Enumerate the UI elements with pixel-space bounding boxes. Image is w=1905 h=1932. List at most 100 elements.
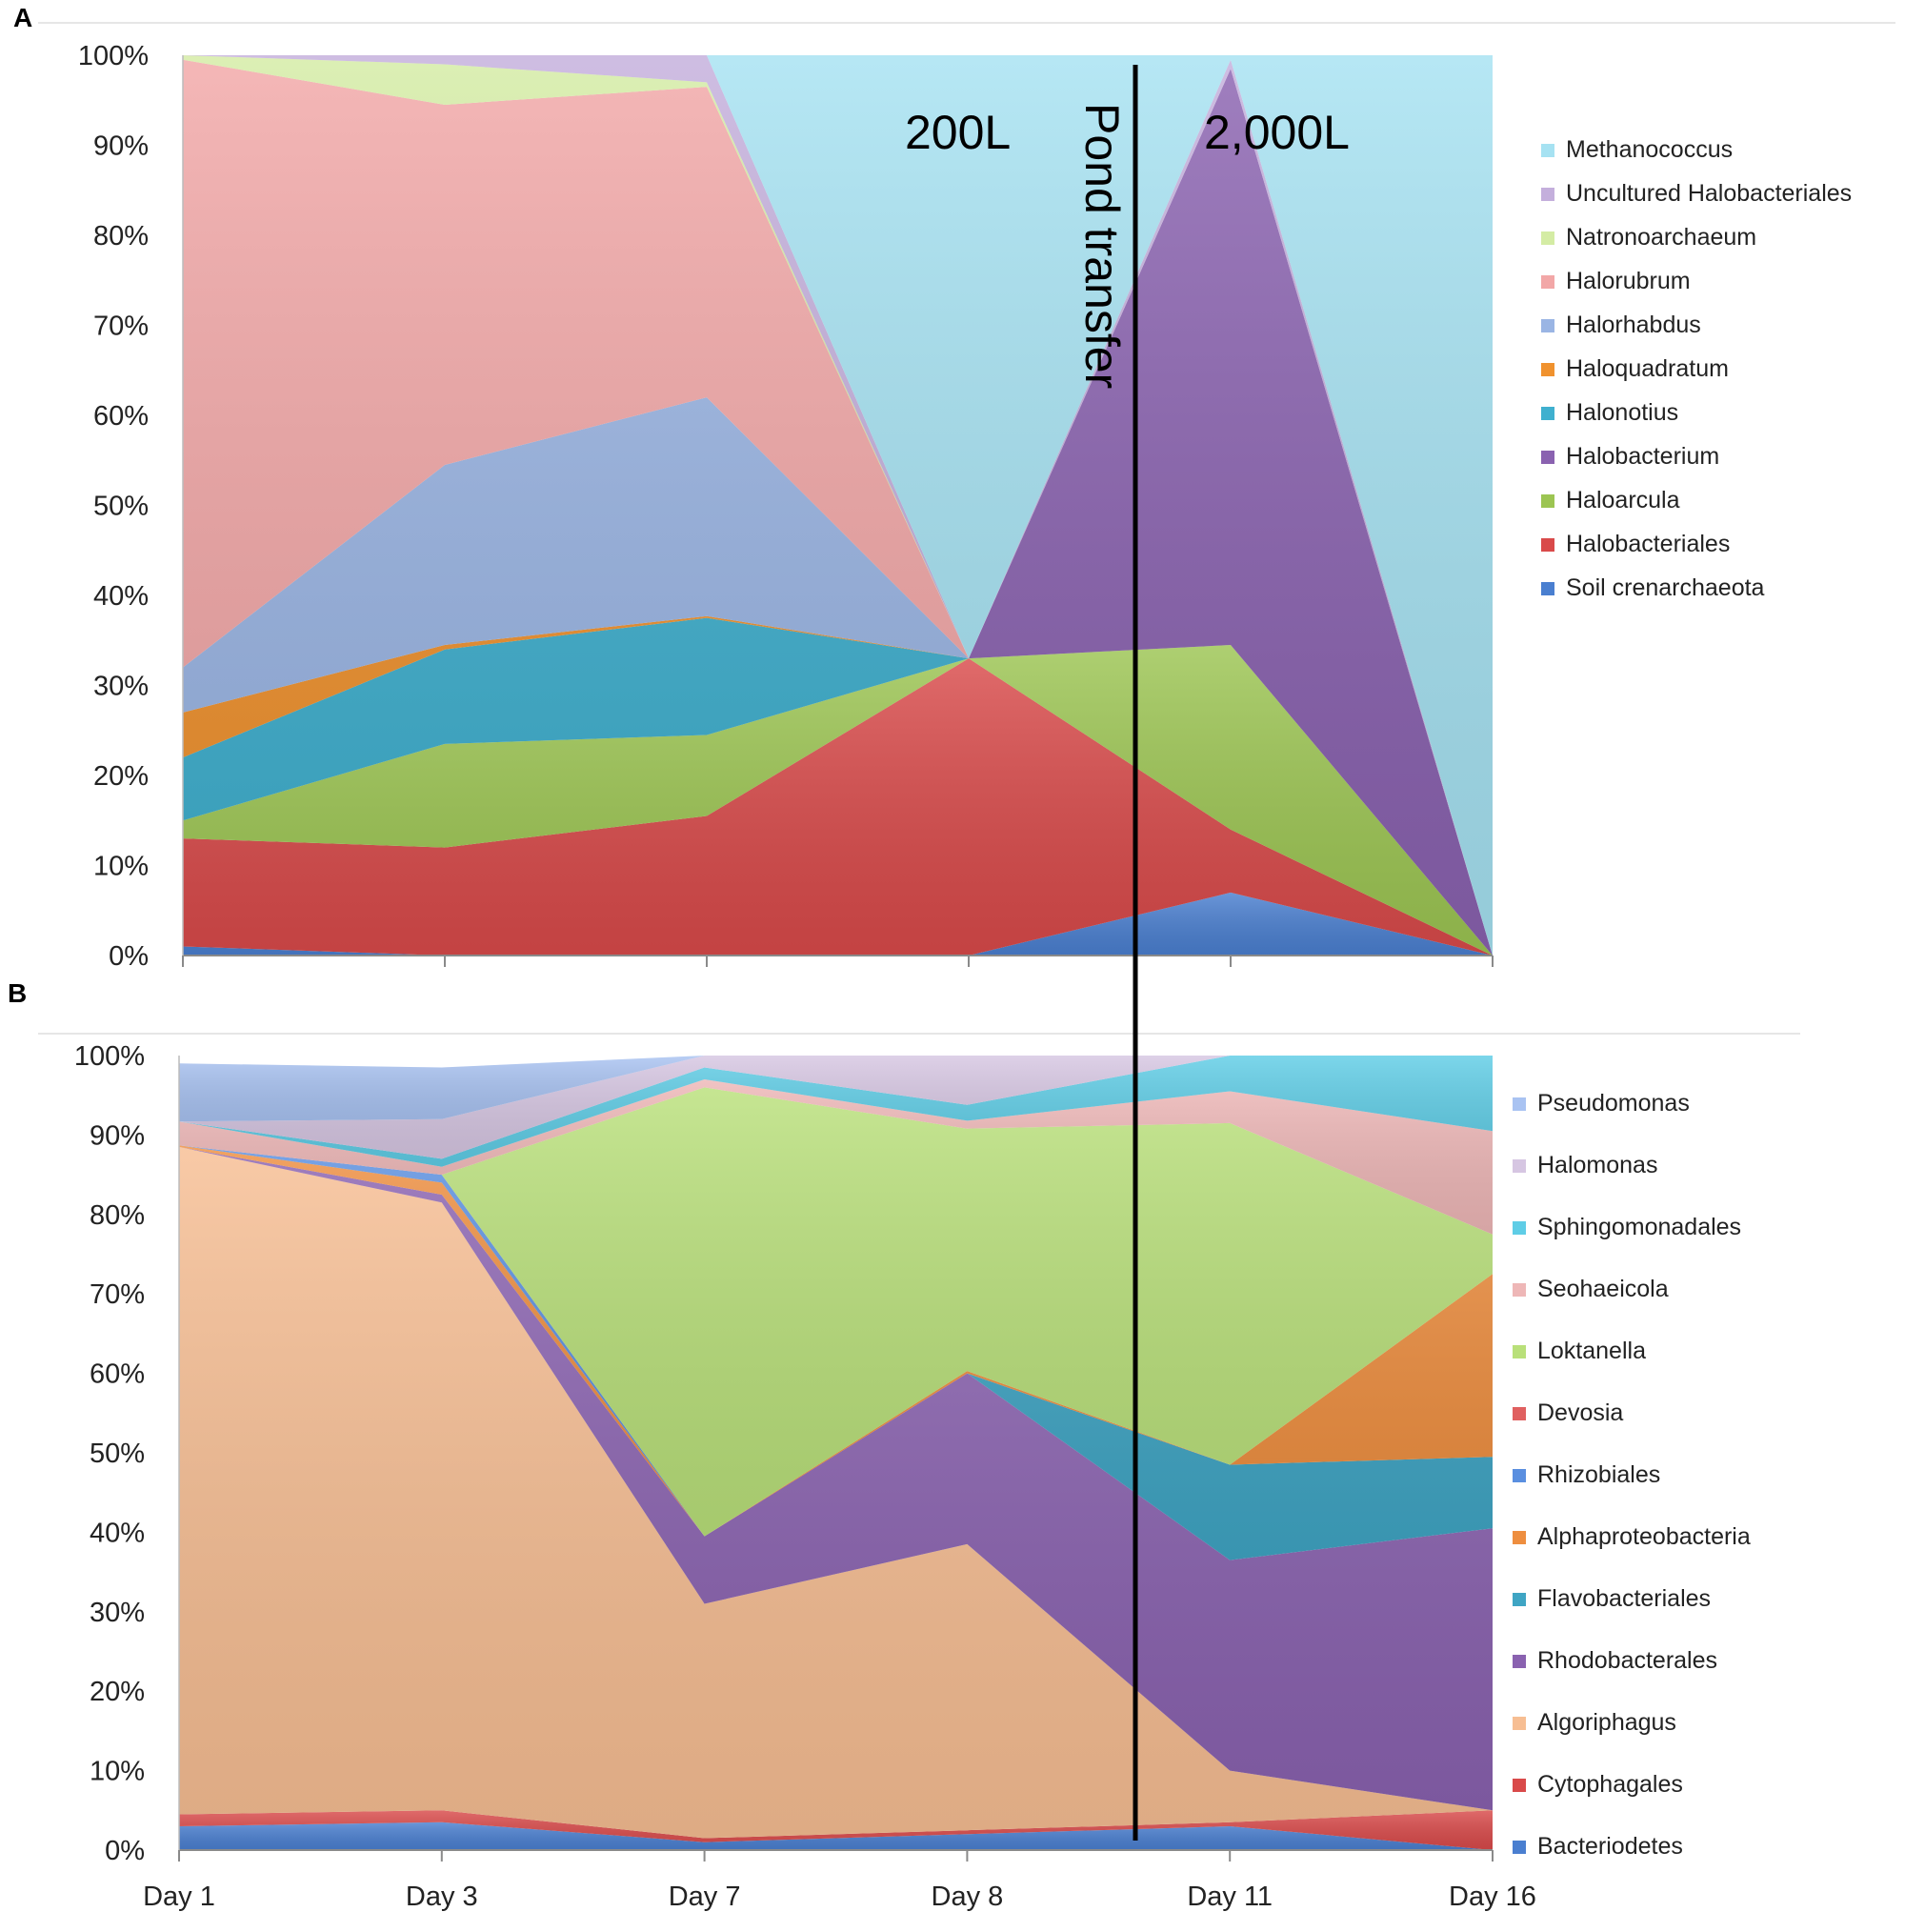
y-tick-label: 40% [90, 1518, 145, 1548]
area-shade-sphingomonadales [179, 1056, 1493, 1167]
panel-a-label: A [13, 3, 32, 32]
y-tick-label: 80% [93, 221, 149, 252]
legend-swatch-halobacteriales [1541, 538, 1554, 552]
legend-label-uncultured-halobacteriales: Uncultured Halobacteriales [1566, 180, 1852, 207]
x-tick-label: Day 11 [1187, 1882, 1273, 1912]
y-tick-label: 30% [90, 1598, 145, 1628]
area-shade-soil-crenarchaeota [183, 892, 1493, 956]
y-tick-label: 60% [90, 1359, 145, 1390]
annotation-pond-transfer: Pond transfer [1075, 103, 1129, 389]
legend-swatch-soil-crenarchaeota [1541, 582, 1554, 595]
y-tick-label: 100% [74, 1041, 145, 1072]
legend-swatch-flavobacteriales [1513, 1593, 1526, 1606]
legend-swatch-halorhabdus [1541, 319, 1554, 332]
legend-swatch-alphaproteobacteria [1513, 1531, 1526, 1544]
legend-swatch-methanococcus [1541, 144, 1554, 157]
panel-b: Day 1 Day 3 Day 7 Day 8 Day 11 Day 16 0% 10% 20%… [38, 1033, 1800, 1912]
legend-swatch-seohaeicola [1513, 1283, 1526, 1297]
legend-swatch-bacteriodetes [1513, 1841, 1526, 1854]
legend-label-natronoarchaeum: Natronoarchaeum [1566, 224, 1756, 251]
panel-b-label: B [8, 978, 27, 1008]
legend-label-algoriphagus: Algoriphagus [1537, 1709, 1676, 1736]
y-tick-label: 100% [78, 41, 149, 71]
legend-label-devosia: Devosia [1537, 1399, 1623, 1426]
area-shade-haloarcula [183, 645, 1493, 956]
y-tick-label: 20% [93, 761, 149, 792]
area-shade-halomonas [179, 1056, 1493, 1159]
area-shade-algoriphagus [179, 1146, 1493, 1839]
legend-label-halonotius: Halonotius [1566, 399, 1678, 426]
legend-label-pseudomonas: Pseudomonas [1537, 1090, 1690, 1117]
area-shade-halorubrum [183, 59, 1493, 956]
legend-swatch-halobacterium [1541, 451, 1554, 464]
legend-swatch-algoriphagus [1513, 1717, 1526, 1730]
panel-a: 0% 10% 20% 30% 40% 50% 60% 70% 80% 90% 100% Methano… [38, 22, 1895, 972]
y-tick-label: 70% [93, 312, 149, 342]
x-tick-label: Day 3 [406, 1882, 478, 1912]
legend-swatch-natronoarchaeum [1541, 231, 1554, 245]
legend-label-bacteriodetes: Bacteriodetes [1537, 1833, 1683, 1860]
legend-label-halobacteriales: Halobacteriales [1566, 531, 1730, 557]
y-tick-label: 80% [90, 1200, 145, 1231]
area-shade-bacteriodetes [179, 1821, 1493, 1850]
legend-label-rhodobacterales: Rhodobacterales [1537, 1647, 1717, 1674]
area-shade-halorhabdus [183, 69, 1493, 956]
y-tick-label: 50% [93, 492, 149, 522]
x-tick-label: Day 8 [932, 1882, 1004, 1912]
legend-label-soil-crenarchaeota: Soil crenarchaeota [1566, 574, 1765, 601]
area-shade-loktanella [179, 1087, 1493, 1537]
legend-label-alphaproteobacteria: Alphaproteobacteria [1537, 1523, 1751, 1550]
legend-label-flavobacteriales: Flavobacteriales [1537, 1585, 1711, 1612]
y-tick-label: 90% [93, 131, 149, 162]
legend-swatch-halorubrum [1541, 275, 1554, 289]
y-tick-label: 70% [90, 1279, 145, 1310]
y-tick-label: 60% [93, 401, 149, 432]
y-tick-label: 30% [93, 672, 149, 702]
legend-swatch-sphingomonadales [1513, 1221, 1526, 1235]
y-tick-label: 20% [90, 1677, 145, 1707]
area-shade-flavobacteriales [179, 1146, 1493, 1560]
area-shade-rhodobacterales [179, 1146, 1493, 1811]
legend-label-haloarcula: Haloarcula [1566, 487, 1680, 513]
legend-label-halorhabdus: Halorhabdus [1566, 312, 1701, 338]
legend-swatch-pseudomonas [1513, 1097, 1526, 1111]
area-shade-methanococcus [183, 55, 1493, 956]
x-tick-label: Day 16 [1449, 1882, 1536, 1912]
area-shade-seohaeicola [179, 1079, 1493, 1235]
legend-label-halomonas: Halomonas [1537, 1152, 1657, 1178]
legend-label-rhizobiales: Rhizobiales [1537, 1461, 1660, 1488]
legend-label-loktanella: Loktanella [1537, 1338, 1646, 1364]
legend-swatch-loktanella [1513, 1345, 1526, 1358]
legend-swatch-uncultured-halobacteriales [1541, 188, 1554, 201]
legend-swatch-devosia [1513, 1407, 1526, 1420]
legend-swatch-halomonas [1513, 1159, 1526, 1173]
annotation-200l: 200L [905, 106, 1011, 159]
legend-label-halorubrum: Halorubrum [1566, 268, 1691, 294]
legend-swatch-rhizobiales [1513, 1469, 1526, 1482]
y-tick-label: 10% [93, 852, 149, 882]
area-shade-pseudomonas [179, 1056, 1493, 1122]
x-tick-label: Day 7 [669, 1882, 741, 1912]
legend-label-haloquadratum: Haloquadratum [1566, 355, 1729, 382]
annotation-2000l: 2,000L [1204, 106, 1350, 159]
y-tick-label: 10% [90, 1757, 145, 1787]
y-tick-label: 0% [105, 1836, 145, 1866]
y-tick-label: 0% [109, 941, 149, 972]
y-tick-label: 90% [90, 1120, 145, 1151]
legend-swatch-haloarcula [1541, 494, 1554, 508]
y-tick-label: 50% [90, 1439, 145, 1469]
legend-swatch-haloquadratum [1541, 363, 1554, 376]
area-shade-halobacterium [183, 69, 1493, 956]
y-tick-label: 40% [93, 581, 149, 612]
legend-swatch-rhodobacterales [1513, 1655, 1526, 1668]
area-shade-cytophagales [179, 1810, 1493, 1850]
area-shade-halobacteriales [183, 658, 1493, 956]
area-shade-halonotius [183, 69, 1493, 956]
legend-swatch-halonotius [1541, 407, 1554, 420]
legend-label-seohaeicola: Seohaeicola [1537, 1276, 1669, 1302]
legend-label-cytophagales: Cytophagales [1537, 1771, 1683, 1798]
legend-label-sphingomonadales: Sphingomonadales [1537, 1214, 1741, 1240]
x-tick-label: Day 1 [143, 1882, 215, 1912]
legend-swatch-cytophagales [1513, 1779, 1526, 1792]
